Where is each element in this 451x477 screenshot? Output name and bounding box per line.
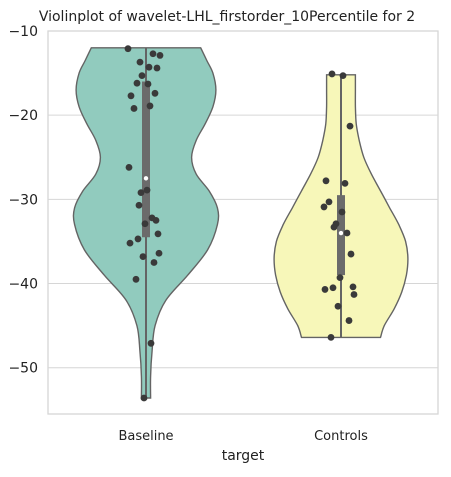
data-point-baseline [125, 163, 133, 171]
data-point-baseline [135, 201, 143, 209]
data-point-baseline [147, 339, 155, 347]
data-point-controls [321, 286, 329, 293]
data-point-baseline [127, 92, 135, 100]
data-point-baseline [151, 89, 159, 97]
data-point-baseline [149, 50, 157, 58]
data-point-baseline [155, 249, 163, 257]
data-point-controls [327, 334, 335, 341]
chart-title: Violinplot of wavelet-LHL_firstorder_10P… [39, 9, 415, 25]
median-marker-controls [338, 230, 344, 236]
data-point-baseline [143, 186, 151, 194]
data-point-baseline [154, 230, 162, 238]
data-point-baseline [130, 105, 138, 112]
data-point-baseline [145, 63, 153, 71]
data-point-baseline [146, 102, 154, 110]
data-point-baseline [153, 64, 161, 72]
data-point-baseline [152, 216, 160, 224]
data-point-controls [341, 179, 349, 187]
data-point-controls [345, 317, 353, 324]
x-tick-label: Baseline [118, 429, 173, 444]
data-point-controls [350, 291, 358, 298]
data-point-baseline [132, 275, 140, 283]
data-point-controls [338, 208, 346, 216]
data-point-baseline [156, 52, 164, 59]
data-point-baseline [141, 220, 149, 228]
data-point-controls [325, 198, 333, 206]
data-point-controls [334, 302, 342, 310]
data-point-baseline [138, 72, 146, 80]
data-point-controls [347, 250, 355, 258]
data-point-baseline [136, 58, 144, 66]
plot-frame [47, 30, 439, 415]
y-tick-label: −20 [8, 108, 38, 124]
data-point-baseline [126, 239, 134, 247]
strip-points [124, 45, 358, 402]
data-point-controls [329, 284, 337, 292]
iqr-box-baseline [142, 81, 150, 238]
data-point-controls [322, 177, 330, 185]
y-axis-ticks: −10 −20 −30 −40 −50 [8, 24, 38, 377]
data-point-controls [349, 283, 357, 291]
y-tick-label: −40 [8, 277, 38, 293]
data-point-baseline [140, 394, 148, 402]
data-point-controls [320, 203, 328, 211]
median-marker-baseline [143, 176, 149, 181]
x-axis-label: target [222, 448, 265, 464]
data-point-controls [339, 72, 347, 80]
data-point-baseline [150, 259, 158, 266]
y-tick-label: −10 [8, 24, 38, 40]
data-point-controls [343, 229, 351, 237]
y-tick-label: −30 [8, 192, 38, 208]
data-point-baseline [133, 79, 141, 87]
data-point-controls [346, 122, 354, 130]
data-point-controls [328, 70, 336, 78]
data-point-controls [336, 274, 344, 282]
x-axis-ticks: Baseline Controls [118, 429, 368, 444]
data-point-baseline [134, 235, 142, 243]
y-tick-label: −50 [8, 361, 38, 377]
data-point-baseline [139, 253, 147, 260]
data-point-controls [330, 223, 338, 231]
data-point-baseline [124, 45, 132, 53]
x-tick-label: Controls [314, 429, 368, 444]
data-point-baseline [137, 189, 145, 197]
data-point-baseline [144, 80, 152, 88]
